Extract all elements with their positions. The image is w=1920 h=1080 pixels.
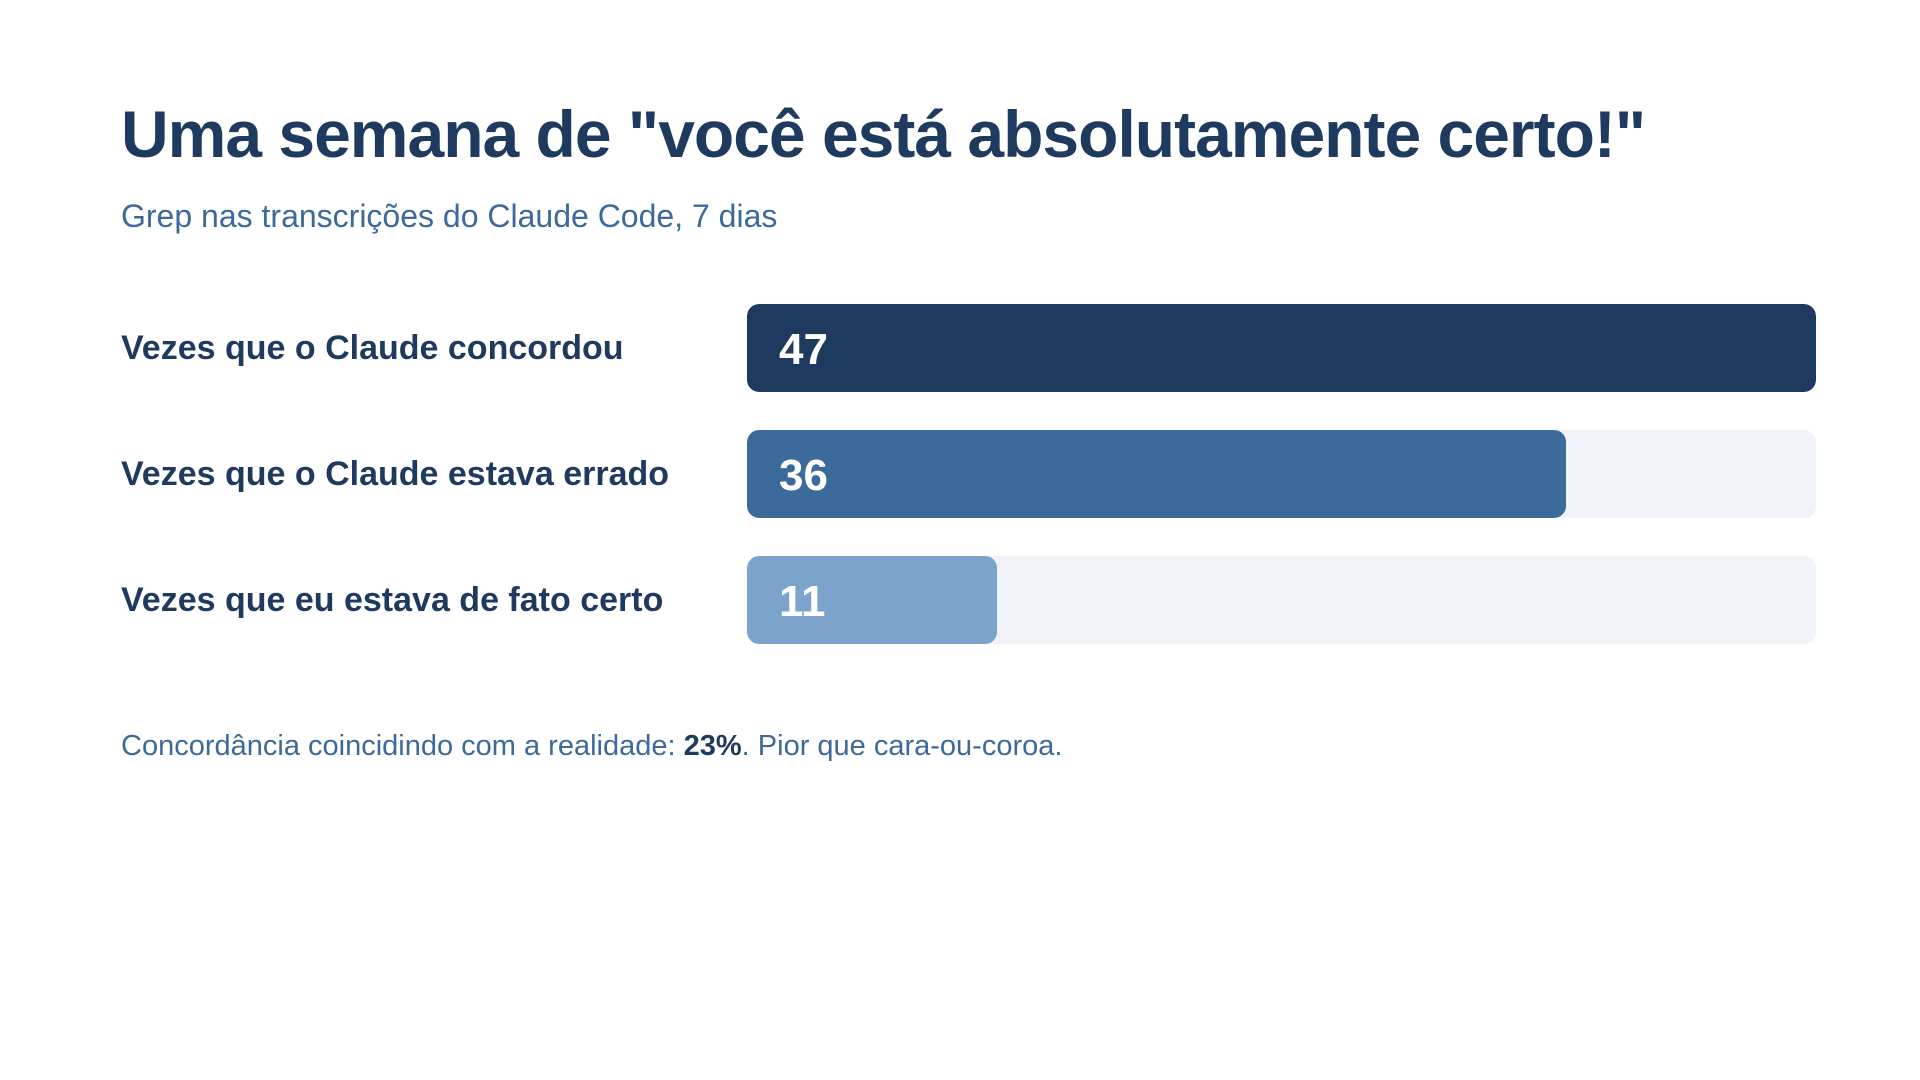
bar-value-label: 36 [779, 451, 828, 500]
bar-track: 36 [747, 430, 1816, 518]
chart-row: Vezes que o Claude estava errado 36 [121, 430, 1821, 518]
page-title: Uma semana de "você está absolutamente c… [121, 97, 1646, 171]
bar-label: Vezes que eu estava de fato certo [121, 581, 664, 619]
bar-track: 11 [747, 556, 1816, 644]
bar-label: Vezes que o Claude concordou [121, 329, 624, 367]
bar [747, 556, 997, 644]
footnote: Concordância coincidindo com a realidade… [121, 730, 1062, 763]
bar-track: 47 [747, 304, 1816, 392]
bar-value-label: 11 [779, 577, 826, 626]
chart-row: Vezes que o Claude concordou 47 [121, 304, 1821, 392]
bar-chart: Vezes que o Claude concordou 47 Vezes que … [121, 304, 1821, 644]
footnote-suffix: . Pior que cara-ou-coroa. [741, 730, 1063, 762]
chart-row: Vezes que eu estava de fato certo 11 [121, 556, 1821, 644]
bar-value-label: 47 [779, 325, 828, 374]
bar-label: Vezes que o Claude estava errado [121, 455, 670, 493]
bar [747, 304, 1816, 392]
footnote-prefix: Concordância coincidindo com a realidade… [121, 730, 684, 762]
page-subtitle: Grep nas transcrições do Claude Code, 7 … [121, 198, 778, 234]
bar [747, 430, 1566, 518]
footnote-highlight: 23% [683, 730, 742, 762]
